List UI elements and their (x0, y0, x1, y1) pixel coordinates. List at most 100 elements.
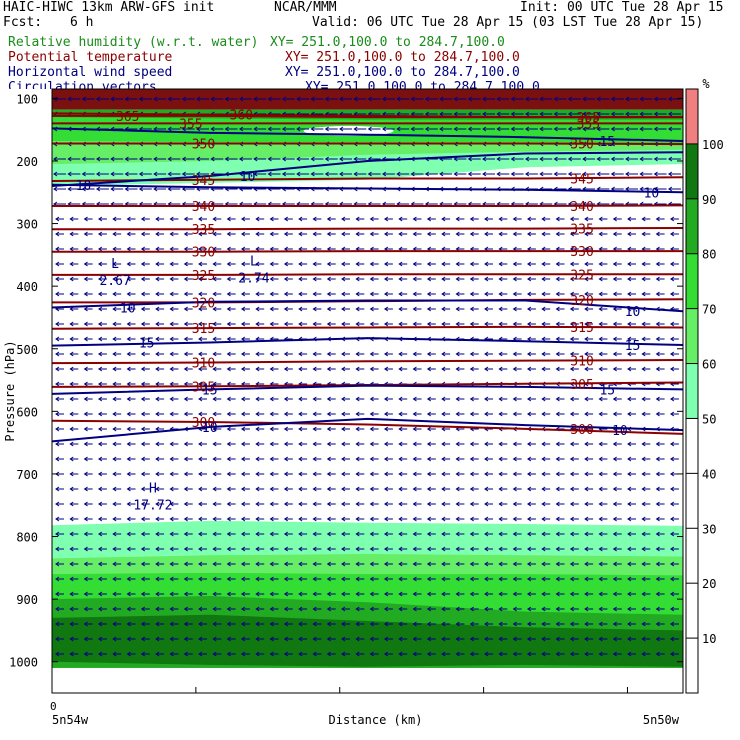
vector-arrow (355, 411, 365, 417)
colorbar-tick-label: 100 (702, 138, 724, 152)
vector-arrow (198, 591, 207, 597)
vector-arrow (169, 381, 179, 387)
vector-arrow (455, 351, 465, 357)
vector-arrow (112, 441, 122, 447)
vector-arrow (83, 291, 93, 297)
vector-arrow (512, 561, 522, 567)
vector-arrow (555, 621, 565, 627)
vector-arrow (441, 291, 451, 297)
vector-arrow (453, 111, 467, 117)
vector-arrow (627, 501, 636, 507)
vector-arrow (226, 606, 236, 612)
wind-label: 10 (612, 424, 628, 439)
vector-arrow (169, 636, 179, 642)
vector-arrow (498, 366, 508, 372)
vector-arrow (169, 576, 179, 582)
wind-contour-3 (52, 299, 683, 313)
theta-label: 365 (116, 110, 139, 125)
vector-arrow (269, 411, 279, 417)
theta-label: 365 (577, 111, 600, 126)
vector-arrow (255, 291, 265, 297)
vector-arrow (584, 501, 594, 507)
vector-arrow (627, 276, 636, 282)
vector-arrow (83, 231, 93, 237)
vector-arrow (269, 501, 279, 507)
vector-arrow (126, 636, 136, 642)
vector-arrow (155, 516, 165, 522)
vector-arrow (212, 351, 222, 357)
vector-arrow (369, 291, 379, 297)
vector-arrow (484, 231, 493, 237)
vector-arrow (155, 231, 165, 237)
vector-arrow (298, 396, 308, 402)
vector-arrow (140, 426, 150, 432)
vector-arrow (112, 636, 122, 642)
vector-arrow (512, 606, 522, 612)
vector-arrow (269, 486, 279, 492)
colorbar-unit: % (702, 77, 710, 91)
vector-arrow (655, 261, 665, 267)
vector-arrow (155, 471, 165, 477)
vector-arrow (484, 576, 493, 582)
vector-arrow (341, 576, 350, 582)
vector-arrow (426, 291, 436, 297)
vector-arrow (496, 96, 510, 102)
vector-arrow (424, 171, 438, 177)
y-tick-label: 200 (16, 155, 38, 169)
vector-arrow (412, 366, 422, 372)
vector-arrow (455, 291, 465, 297)
vector-arrow (283, 261, 293, 267)
vector-arrow (169, 411, 179, 417)
vector-arrow (255, 621, 265, 627)
vector-arrow (83, 426, 93, 432)
vector-arrow (469, 561, 479, 567)
vector-arrow (112, 606, 122, 612)
vector-arrow (326, 231, 336, 237)
vector-arrow (212, 486, 222, 492)
vector-arrow (298, 471, 308, 477)
vector-arrow (339, 156, 352, 162)
vector-arrow (655, 546, 665, 552)
vector-arrow (512, 366, 522, 372)
vector-arrow (498, 291, 508, 297)
vector-arrow (155, 621, 165, 627)
vector-arrow (383, 561, 393, 567)
vector-arrow (312, 261, 322, 267)
vector-arrow (653, 111, 667, 117)
vector-arrow (169, 336, 179, 342)
vector-arrow (498, 351, 508, 357)
vector-arrow (383, 231, 393, 237)
vector-arrow (269, 246, 279, 252)
vector-arrow (126, 351, 136, 357)
vector-arrow (83, 261, 93, 267)
vector-arrow (369, 546, 379, 552)
vector-arrow (612, 261, 622, 267)
vector-arrow (240, 411, 250, 417)
vector-arrow (526, 456, 536, 462)
vector-arrow (555, 561, 565, 567)
vector-arrow (426, 261, 436, 267)
vector-arrow (326, 636, 336, 642)
vector-arrow (584, 351, 594, 357)
vector-arrow (112, 591, 122, 597)
vector-arrow (441, 351, 451, 357)
vector-arrow (510, 126, 524, 132)
vector-arrow (398, 261, 408, 267)
vector-arrow (269, 636, 279, 642)
vector-arrow (240, 456, 250, 462)
colorbar-level-90 (686, 143, 698, 199)
wind-label: 10 (240, 170, 256, 185)
vector-arrow (83, 576, 93, 582)
vector-arrow (627, 291, 636, 297)
vector-arrow (269, 531, 279, 537)
vector-arrow (312, 306, 322, 312)
vector-arrow (298, 366, 308, 372)
vector-arrow (298, 456, 308, 462)
vector-arrow (383, 306, 393, 312)
vector-arrow (224, 126, 238, 132)
vector-arrow (412, 516, 422, 522)
vector-arrow (81, 96, 95, 102)
vector-arrow (584, 276, 594, 282)
vector-arrow (569, 396, 579, 402)
vector-arrow (412, 321, 422, 327)
